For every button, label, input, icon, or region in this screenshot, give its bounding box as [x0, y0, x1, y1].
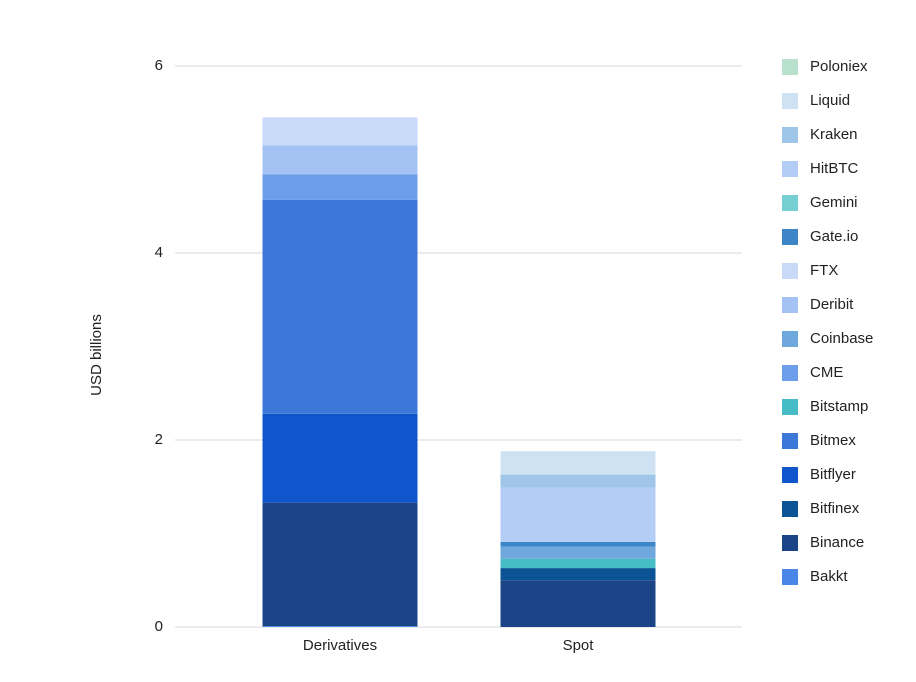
y-tick-label: 4: [155, 244, 163, 261]
legend-swatch: [782, 535, 798, 551]
legend-swatch: [782, 93, 798, 109]
bar-segment: [500, 580, 656, 627]
legend-swatch: [782, 399, 798, 415]
legend-label: Gemini: [810, 194, 858, 211]
bar-segment: [262, 199, 418, 414]
bar-segment: [500, 474, 656, 488]
bar-segment: [262, 174, 418, 200]
x-tick-label: Derivatives: [303, 637, 377, 654]
legend-label: Kraken: [810, 126, 858, 143]
legend-label: Binance: [810, 534, 864, 551]
bar-segment: [500, 568, 656, 581]
y-tick-label: 2: [155, 431, 163, 448]
legend-swatch: [782, 365, 798, 381]
legend-label: Liquid: [810, 92, 850, 109]
legend-swatch: [782, 229, 798, 245]
bar-segment: [500, 546, 656, 559]
legend-label: Bitflyer: [810, 466, 856, 483]
bar-segment: [262, 413, 418, 503]
legend-swatch: [782, 59, 798, 75]
legend-swatch: [782, 195, 798, 211]
bar-segment: [500, 541, 656, 547]
legend-swatch: [782, 501, 798, 517]
legend-label: HitBTC: [810, 160, 859, 177]
y-axis-label: USD billions: [88, 314, 105, 396]
legend-swatch: [782, 433, 798, 449]
y-tick-label: 6: [155, 57, 163, 74]
bar-segment: [500, 451, 656, 475]
legend-label: Bakkt: [810, 568, 848, 585]
legend-label: Bitstamp: [810, 398, 868, 415]
legend-label: Poloniex: [810, 58, 868, 75]
bar-segment: [262, 502, 418, 627]
legend-label: Coinbase: [810, 330, 873, 347]
legend-swatch: [782, 331, 798, 347]
legend-swatch: [782, 467, 798, 483]
legend-swatch: [782, 297, 798, 313]
y-tick-label: 0: [155, 618, 163, 635]
x-tick-label: Spot: [563, 637, 595, 654]
legend-label: CME: [810, 364, 843, 381]
bar-segment: [262, 626, 418, 627]
legend-label: Deribit: [810, 296, 854, 313]
legend-label: Gate.io: [810, 228, 858, 245]
legend-label: Bitfinex: [810, 500, 860, 517]
legend-swatch: [782, 569, 798, 585]
bar-segment: [500, 558, 656, 569]
bar-segment: [500, 487, 656, 542]
bar-segment: [262, 117, 418, 146]
bar-segment: [262, 145, 418, 175]
legend-swatch: [782, 263, 798, 279]
legend-swatch: [782, 127, 798, 143]
legend-label: Bitmex: [810, 432, 856, 449]
legend-label: FTX: [810, 262, 838, 279]
legend-swatch: [782, 161, 798, 177]
